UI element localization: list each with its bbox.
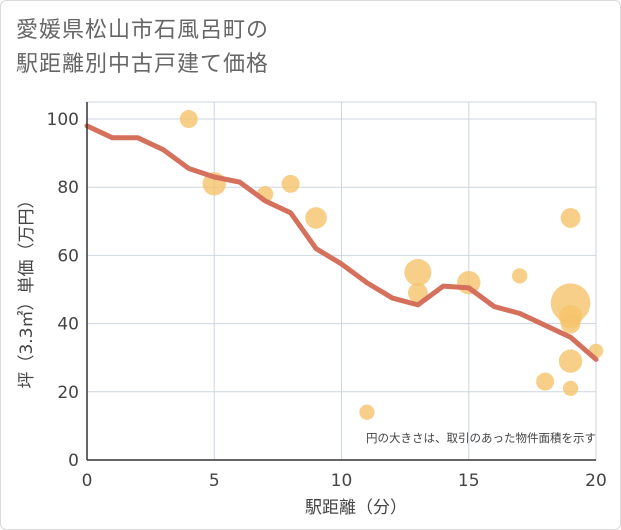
scatter-point bbox=[536, 372, 555, 391]
scatter-point bbox=[305, 207, 327, 229]
scatter-point bbox=[558, 349, 583, 373]
scatter-point bbox=[512, 268, 528, 284]
size-note: 円の大きさは、取引のあった物件面積を示す bbox=[366, 431, 596, 445]
scatter-point bbox=[562, 380, 579, 397]
y-tick-label: 20 bbox=[57, 383, 79, 403]
average-price-line bbox=[84, 123, 599, 362]
axes bbox=[86, 102, 596, 461]
scatter-point bbox=[404, 258, 432, 286]
scatter-point bbox=[359, 404, 375, 420]
y-tick-label: 0 bbox=[68, 451, 79, 471]
scatter-point bbox=[560, 208, 581, 228]
x-tick-label: 5 bbox=[209, 471, 220, 491]
title-line-1: 愛媛県松山市石風呂町の bbox=[16, 18, 270, 43]
line-layer bbox=[84, 123, 599, 362]
y-tick-label: 100 bbox=[47, 110, 79, 130]
bubble-layer bbox=[179, 110, 604, 420]
y-tick-label: 40 bbox=[57, 315, 79, 335]
y-tick-label: 60 bbox=[57, 246, 79, 266]
scatter-point bbox=[407, 283, 428, 303]
tick-labels: 0 20 40 60 80 100 0 5 10 15 20 bbox=[47, 110, 607, 491]
x-tick-label: 0 bbox=[82, 471, 93, 491]
x-axis-label: 駅距離（分） bbox=[305, 498, 407, 518]
scatter-point bbox=[179, 110, 198, 129]
scatter-point bbox=[560, 313, 581, 334]
x-tick-label: 10 bbox=[331, 471, 353, 491]
x-tick-label: 20 bbox=[585, 471, 607, 491]
scatter-point bbox=[281, 174, 300, 193]
x-tick-label: 15 bbox=[458, 471, 480, 491]
y-tick-label: 80 bbox=[57, 178, 79, 198]
title-line-2: 駅距離別中古戸建て価格 bbox=[16, 52, 270, 77]
y-axis-label: 坪（3.3㎡）単価（万円） bbox=[17, 191, 37, 388]
grid-lines bbox=[86, 101, 597, 461]
chart-title: 愛媛県松山市石風呂町の 駅距離別中古戸建て価格 bbox=[16, 14, 269, 82]
